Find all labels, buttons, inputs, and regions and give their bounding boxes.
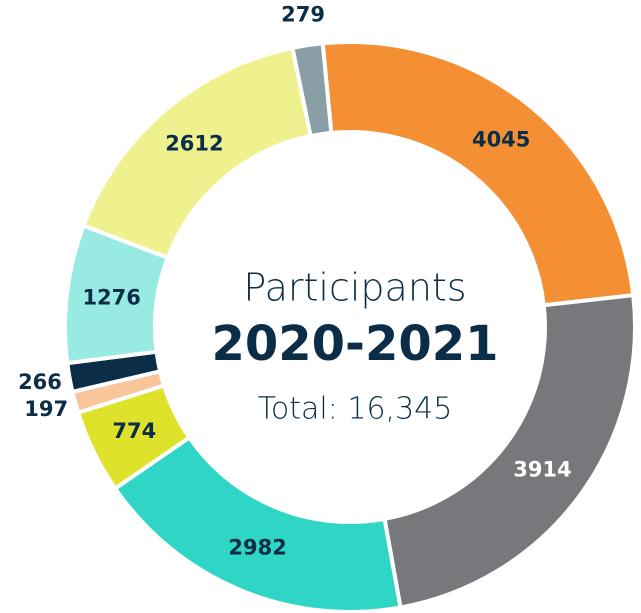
donut-slice [112, 434, 403, 613]
data-label: 197 [24, 397, 68, 421]
slices [63, 40, 637, 613]
data-label: 774 [112, 419, 156, 443]
center-subtitle: 2020-2021 [211, 316, 498, 372]
donut-slice [290, 41, 334, 139]
data-label: 266 [18, 370, 62, 394]
data-label: 2982 [228, 536, 286, 560]
data-label: 4045 [472, 128, 530, 152]
data-label: 1276 [82, 286, 140, 310]
donut-slice [320, 40, 636, 308]
donut-slice [382, 292, 637, 610]
data-label: 2612 [165, 131, 223, 155]
data-label: 3914 [513, 457, 571, 481]
data-label: 279 [281, 3, 325, 27]
center-total: Total: 16,345 [258, 392, 453, 427]
center-title: Participants [243, 266, 466, 310]
